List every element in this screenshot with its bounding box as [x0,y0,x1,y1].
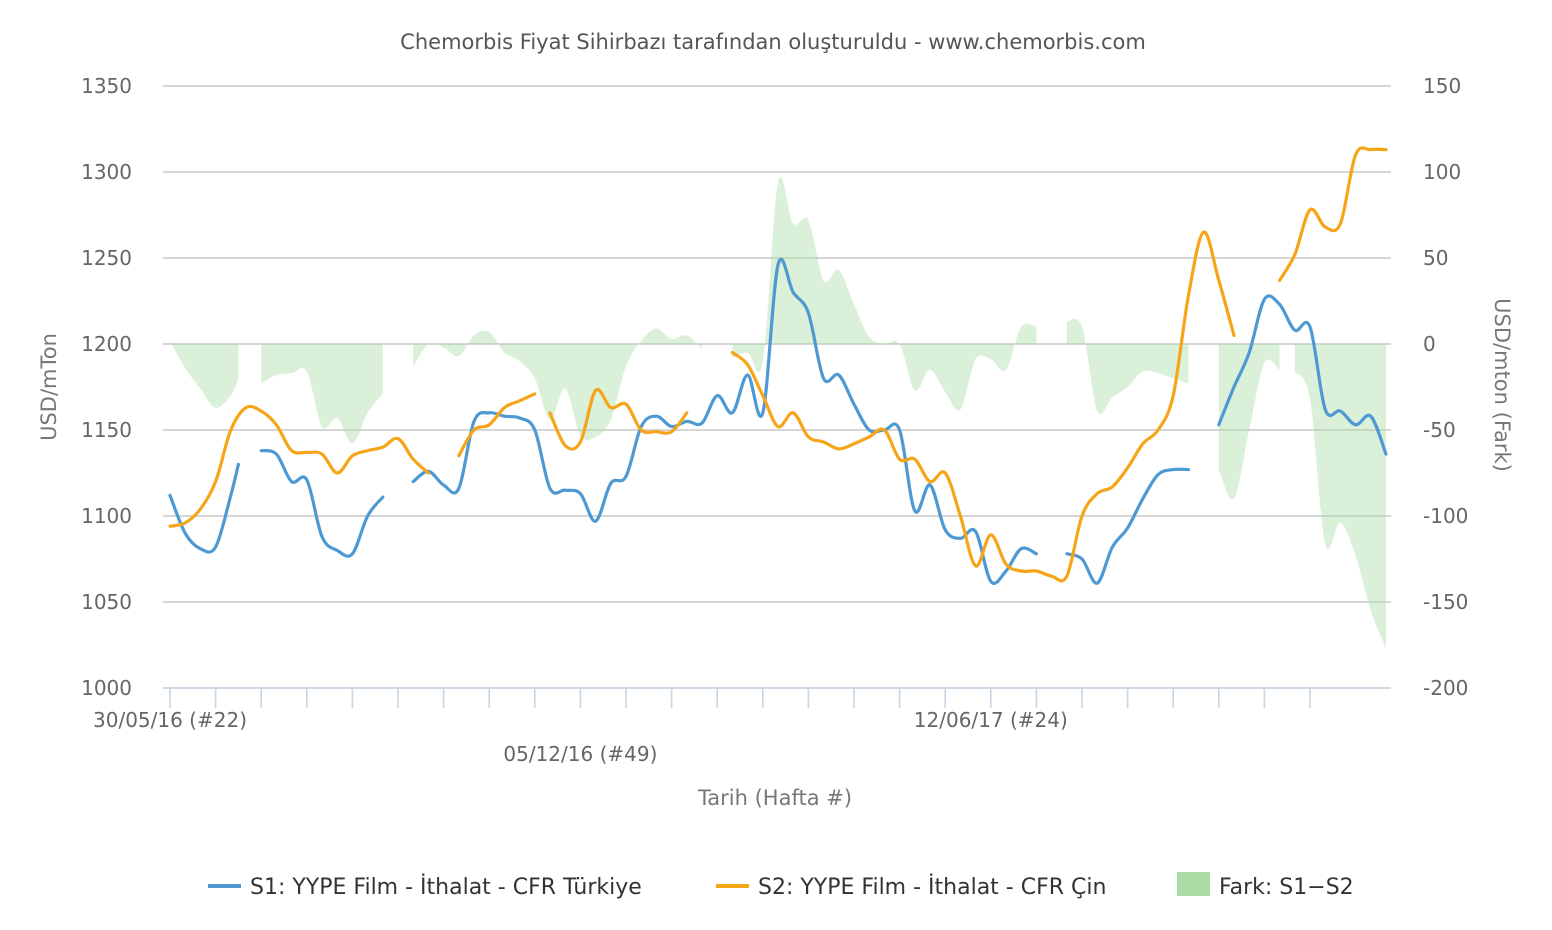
y-tick-label: 1000 [81,676,132,700]
s1-line-segment [259,449,385,558]
y-tick-label: 1050 [81,590,132,614]
s2-line-segment [730,230,1236,583]
x-tick-label: 30/05/16 (#22) [93,708,247,732]
difference-area-segment [261,344,383,444]
difference-area-segment [170,340,239,408]
difference-area [170,176,1386,649]
y2-tick-label: -100 [1423,504,1468,528]
s1-line-segment [411,257,1038,585]
difference-area-segment [1066,318,1189,415]
y-axis-label: USD/mTon [37,333,61,441]
legend-fark-swatch [1177,872,1210,896]
y2-axis-label: USD/mton (Fark) [1490,298,1514,472]
y2-tick-label: 150 [1423,74,1461,98]
y2-tick-label: -150 [1423,590,1468,614]
y2-tick-label: 0 [1423,332,1436,356]
y2-tick-label: -200 [1423,676,1468,700]
legend-s1-label: S1: YYPE Film - İthalat - CFR Türkiye [250,874,642,900]
chart-title: Chemorbis Fiyat Sihirbazı tarafından olu… [400,30,1146,54]
s1-line-segment [168,462,240,554]
y-tick-label: 1150 [81,418,132,442]
y2-tick-label: 100 [1423,160,1461,184]
series-lines [168,146,1388,585]
x-axis-label: Tarih (Hafta #) [697,786,852,810]
y-tick-label: 1300 [81,160,132,184]
x-tick-label: 05/12/16 (#49) [503,742,657,766]
y-tick-label: 1250 [81,246,132,270]
x-tick-label: 12/06/17 (#24) [914,708,1068,732]
s2-line-segment [168,404,430,528]
y-tick-label: 1200 [81,332,132,356]
legend-fark-label: Fark: S1−S2 [1219,875,1354,900]
s1-line-segment [1065,467,1190,585]
y-tick-label: 1100 [81,504,132,528]
legend: S1: YYPE Film - İthalat - CFR Türkiye S2:… [208,872,1354,900]
y-axis-left: 1000 1050 1100 1150 1200 1250 1300 1350 [81,74,132,700]
y2-tick-label: -50 [1423,418,1456,442]
s2-line-segment [548,387,689,451]
legend-s2-label: S2: YYPE Film - İthalat - CFR Çin [758,874,1106,900]
s2-line-segment [457,392,537,458]
difference-area-segment [1218,344,1280,500]
y2-tick-label: 50 [1423,246,1448,270]
y-axis-right: -200 -150 -100 -50 0 50 100 150 [1423,74,1468,700]
s1-line-segment [1217,294,1388,456]
x-axis: 30/05/16 (#22) 05/12/16 (#49) 12/06/17 (#2… [93,687,1391,766]
s2-line-segment [1278,146,1388,282]
y-tick-label: 1350 [81,74,132,98]
difference-area-segment [732,176,1037,411]
difference-area-segment [413,328,702,441]
